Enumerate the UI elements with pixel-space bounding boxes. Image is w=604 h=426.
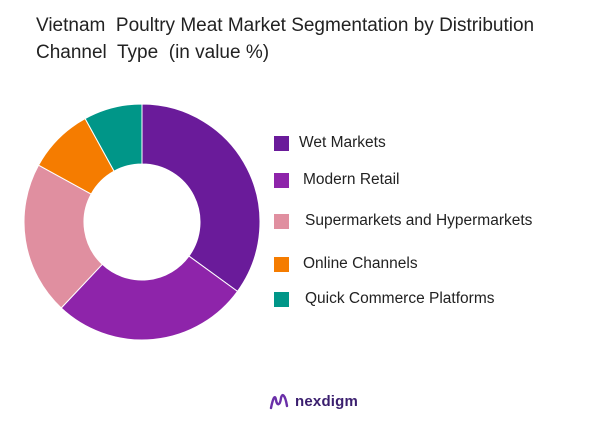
legend-swatch — [274, 172, 289, 188]
legend-swatch — [274, 213, 289, 229]
slice-wet-markets — [141, 103, 261, 293]
legend-item-online-channels: Online Channels — [274, 255, 418, 273]
logo-text: nexdigm — [295, 392, 359, 410]
legend-item-modern-retail: Modern Retail — [274, 171, 400, 189]
legend-swatch — [274, 291, 289, 307]
legend-label: Quick Commerce Platforms — [305, 290, 495, 307]
legend-label: Modern Retail — [303, 171, 400, 188]
legend-label: Supermarkets and Hypermarkets — [305, 212, 533, 229]
slice-quick-commerce-platforms — [84, 103, 143, 172]
nexdigm-logo: nexdigm — [268, 390, 358, 412]
legend-swatch — [274, 256, 289, 272]
legend-label: Online Channels — [303, 255, 418, 272]
slice-supermarkets-and-hypermarkets — [23, 164, 104, 309]
nexdigm-logo-icon — [269, 393, 289, 410]
legend-swatch — [274, 135, 289, 151]
legend-item-quick-commerce-platforms: Quick Commerce Platforms — [274, 290, 494, 308]
legend-item-supermarkets-and-hypermarkets: Supermarkets and Hypermarkets — [274, 212, 532, 230]
legend-label: Wet Markets — [299, 134, 386, 151]
chart-title: Vietnam Poultry Meat Market Segmentation… — [36, 15, 535, 63]
chart-legend: Wet Markets Modern Retail Supermarkets and… — [274, 0, 604, 426]
legend-item-wet-markets: Wet Markets — [274, 134, 386, 152]
slice-modern-retail — [60, 255, 239, 341]
